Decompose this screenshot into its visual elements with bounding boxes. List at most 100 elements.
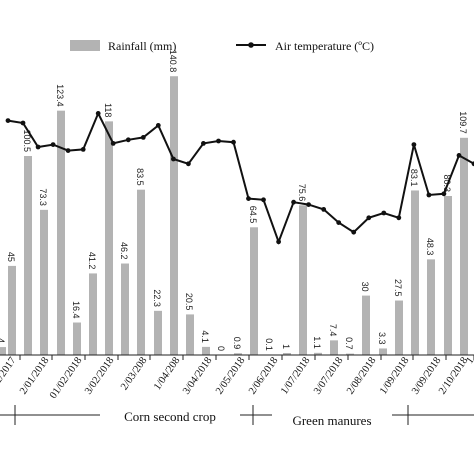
- x-tick-label: 1/07/2018: [279, 355, 312, 396]
- x-tick-label: 3/02/2018: [83, 355, 116, 396]
- rainfall-value-label: 22.3: [152, 289, 162, 307]
- temperature-point: [125, 137, 131, 143]
- rainfall-bar: [362, 295, 370, 355]
- temperature-point: [246, 196, 251, 202]
- x-tick-label: 2/01/2018: [18, 355, 51, 396]
- temperature-point: [351, 229, 357, 235]
- rainfall-value-label: 48.3: [425, 238, 435, 256]
- temperature-point: [441, 191, 447, 197]
- rainfall-bar: [299, 205, 307, 355]
- temperature-point: [336, 220, 342, 226]
- temperature-point: [20, 120, 26, 126]
- rainfall-bar: [234, 353, 242, 355]
- x-tick-label: 3/04/2018: [181, 355, 214, 396]
- rainfall-value-label: 100.5: [22, 129, 32, 152]
- x-tick-label: 01/02/2018: [48, 355, 84, 401]
- rainfall-bar: [121, 263, 129, 355]
- chart-legend: Rainfall (mm) Air temperature (ºC): [70, 39, 374, 53]
- temperature-point: [155, 123, 161, 128]
- x-tick-label: 1: [464, 355, 474, 366]
- crop-period-green-manures-label: Green manures: [292, 413, 371, 428]
- temperature-point: [65, 148, 71, 154]
- temperature-point: [426, 192, 432, 198]
- temperature-point: [216, 138, 221, 144]
- x-tick-label: 1/09/2018: [378, 355, 411, 396]
- temperature-point: [201, 141, 206, 146]
- rainfall-bar: [137, 189, 145, 355]
- rainfall-value-label: 4: [0, 338, 6, 343]
- temperature-point: [140, 135, 146, 140]
- rainfall-value-label: 0.7: [344, 337, 354, 350]
- rainfall-bar: [24, 156, 32, 355]
- temperature-point: [456, 153, 462, 158]
- rainfall-value-label: 7.4: [328, 324, 338, 337]
- rainfall-bar: [105, 121, 113, 355]
- crop-period-brackets: Corn second crop Green manures: [0, 405, 474, 428]
- rainfall-bar: [427, 259, 435, 355]
- temperature-point: [80, 147, 86, 152]
- rainfall-bar: [395, 300, 403, 355]
- rainfall-value-label: 118: [103, 103, 113, 117]
- rainfall-value-label: 3.3: [377, 332, 387, 345]
- rainfall-value-label: 1: [281, 344, 291, 349]
- x-tick-label: 3/07/2018: [312, 355, 345, 396]
- x-tick-label: 2/05/2018: [214, 355, 247, 396]
- rainfall-bar: [57, 110, 65, 355]
- rainfall-value-label: 75.6: [297, 184, 307, 202]
- rainfall-bars: [0, 76, 468, 355]
- x-tick-label: 2/12/2017: [0, 355, 18, 396]
- rainfall-bar: [202, 346, 210, 355]
- rainfall-value-label: 83.5: [135, 168, 145, 186]
- temperature-point: [291, 199, 296, 205]
- temperature-point: [50, 142, 56, 148]
- legend-temperature-marker: [248, 42, 254, 48]
- rainfall-value-label: 27.5: [393, 279, 403, 297]
- crop-period-corn-label: Corn second crop: [124, 409, 216, 424]
- temperature-point: [471, 161, 474, 167]
- rainfall-value-label: 140.8: [168, 50, 178, 73]
- legend-temperature-label: Air temperature (ºC): [275, 39, 374, 53]
- rainfall-value-label: 41.2: [87, 252, 97, 270]
- rainfall-value-label: 109.7: [458, 111, 468, 134]
- temperature-point: [381, 210, 387, 216]
- x-tick-label: 2/03/208: [119, 355, 149, 392]
- rainfall-bar: [314, 352, 322, 355]
- x-tick-label: 2/06/2018: [247, 355, 280, 396]
- legend-rainfall-label: Rainfall (mm): [108, 39, 176, 53]
- temperature-point: [366, 215, 372, 221]
- rainfall-bar: [250, 227, 258, 355]
- temperature-point: [396, 215, 402, 221]
- temperature-point: [411, 142, 417, 148]
- rainfall-bar: [8, 265, 16, 355]
- temperature-point: [110, 141, 116, 146]
- rainfall-value-label: 20.5: [184, 293, 194, 311]
- rainfall-bar: [0, 347, 6, 355]
- legend-rainfall-swatch: [70, 40, 100, 51]
- rainfall-value-label: 45: [6, 252, 16, 262]
- temperature-point: [35, 144, 41, 150]
- temperature-point: [186, 161, 191, 167]
- rainfall-bar: [283, 353, 291, 355]
- rainfall-value-label: 0.9: [232, 337, 242, 350]
- rainfall-bar: [170, 76, 178, 355]
- temperature-point: [321, 207, 327, 212]
- rainfall-bar: [40, 209, 48, 355]
- x-tick-label: 2/08/2018: [345, 355, 378, 396]
- rainfall-value-label: 0.1: [264, 338, 274, 351]
- rainfall-bar: [89, 273, 97, 355]
- rainfall-bar: [379, 348, 387, 355]
- rainfall-value-label: 16.4: [71, 301, 81, 319]
- rainfall-value-label: 30: [360, 282, 370, 292]
- rainfall-value-label: 83.1: [409, 169, 419, 187]
- temperature-point: [261, 197, 266, 203]
- rainfall-value-label: 123.4: [55, 84, 65, 107]
- rainfall-bar: [411, 190, 419, 355]
- temperature-point: [95, 111, 101, 116]
- rainfall-bar: [460, 137, 468, 355]
- x-tick-label: 1/04/208: [152, 355, 182, 392]
- temperature-series: [5, 110, 474, 245]
- rainfall-bar: [154, 310, 162, 355]
- rainfall-bar: [346, 353, 354, 355]
